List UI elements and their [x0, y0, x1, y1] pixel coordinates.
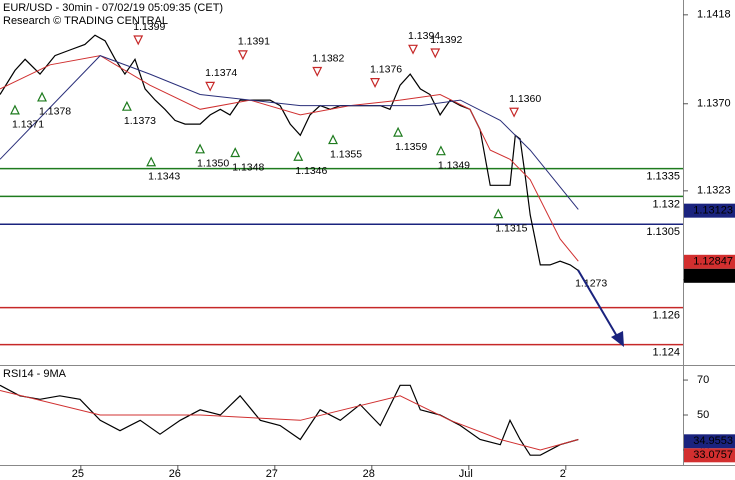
low-marker: [230, 147, 241, 158]
high-label: 1.1374: [205, 67, 237, 79]
price-tag: [684, 254, 735, 269]
low-marker: [293, 150, 304, 161]
price-tag: [684, 434, 735, 449]
x-tick-label: Jul: [459, 468, 473, 480]
y-tick-label: 1.1370: [697, 98, 731, 110]
high-label: 1.1360: [509, 93, 541, 105]
price-tag-label: 1.12847: [693, 256, 733, 268]
price-tag-label: 33.0757: [693, 449, 733, 461]
low-label: 1.1371: [12, 119, 44, 131]
low-label: 1.1348: [232, 161, 264, 173]
high-marker: [430, 48, 441, 59]
level-label: 1.124: [652, 347, 680, 359]
plot-area: 1.14181.13701.13231.12751.13351.1321.130…: [0, 9, 735, 480]
high-label: 1.1399: [133, 21, 165, 33]
price-tag-label: 34.9553: [693, 435, 733, 447]
price-line: [0, 384, 579, 456]
x-tick-label: 27: [266, 468, 278, 480]
high-marker: [509, 107, 520, 118]
price-tag-label: 1.13123: [693, 205, 733, 217]
high-marker: [133, 35, 144, 46]
forecast-arrow: [577, 269, 619, 339]
level-label: 1.1335: [646, 171, 680, 183]
x-tick-label: 26: [169, 468, 181, 480]
high-marker: [408, 44, 419, 55]
price-tag-label: 1.12823: [693, 270, 733, 282]
moving-average: [0, 55, 579, 262]
chart-title: EUR/USD - 30min - 07/02/19 05:09:35 (CET…: [3, 2, 223, 14]
low-label: 1.1349: [438, 159, 470, 171]
x-tick-label: 28: [363, 468, 375, 480]
high-marker: [370, 78, 381, 88]
low-marker: [435, 145, 446, 156]
high-marker: [237, 50, 248, 61]
high-label: 1.1376: [370, 63, 402, 75]
rsi-title: RSI14 - 9MA: [3, 368, 67, 380]
price-tag: [684, 203, 735, 218]
low-label: 1.1346: [295, 165, 327, 177]
y-tick-label: 1.1418: [697, 9, 731, 21]
level-label: 1.132: [652, 198, 680, 210]
low-marker: [393, 126, 404, 137]
low-label: 1.1355: [330, 148, 362, 160]
moving-average: [0, 390, 579, 451]
high-marker: [312, 66, 323, 77]
x-tick-label: 25: [72, 468, 84, 480]
high-label: 1.1382: [312, 52, 344, 64]
low-label: 1.1350: [197, 158, 229, 170]
high-label: 1.1392: [430, 34, 462, 46]
low-label: 1.1343: [148, 171, 180, 183]
low-label: 1.1378: [39, 106, 71, 118]
moving-average: [0, 55, 579, 210]
low-label: 1.1373: [124, 115, 156, 127]
price-tag: [684, 268, 735, 283]
high-label: 1.1394: [408, 30, 440, 42]
x-tick-label: 2: [560, 468, 566, 480]
level-label: 1.1305: [646, 226, 680, 238]
y-tick-label: 1.1323: [697, 185, 731, 197]
low-marker: [493, 208, 504, 219]
low-marker: [328, 134, 338, 145]
low-label: 1.1315: [495, 222, 527, 234]
chart-subtitle: Research © TRADING CENTRAL: [3, 15, 168, 27]
low-marker: [9, 104, 20, 115]
high-marker: [205, 81, 216, 92]
low-label: 1.1359: [395, 141, 427, 153]
low-marker: [37, 91, 48, 102]
low-marker: [195, 143, 206, 154]
target-label: 1.1273: [575, 277, 607, 289]
forecast-arrowhead: [611, 331, 624, 347]
low-marker: [121, 100, 132, 111]
low-marker: [146, 156, 157, 167]
high-label: 1.1391: [238, 36, 270, 48]
level-label: 1.126: [652, 309, 680, 321]
y-tick-label: 70: [697, 374, 709, 386]
y-tick-label: 50: [697, 409, 709, 421]
price-tag: [684, 448, 735, 463]
